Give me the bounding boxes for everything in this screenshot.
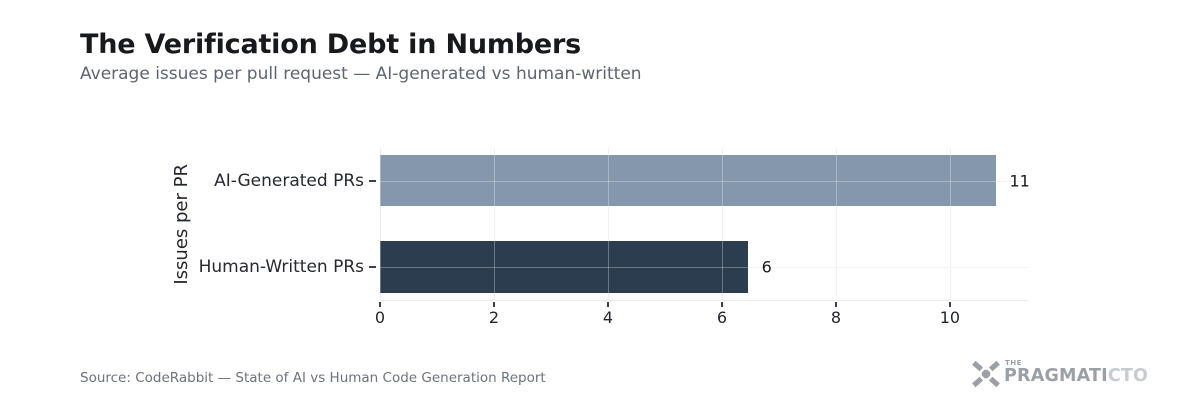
bar-ai-generated	[380, 155, 996, 206]
x-tick-label-10: 10	[939, 308, 961, 327]
chart-subtitle: Average issues per pull request — AI-gen…	[80, 64, 642, 84]
x-tick-mark-2	[492, 302, 495, 307]
value-label-1: 6	[761, 257, 772, 277]
bar-layer	[380, 148, 1028, 301]
chart-title: The Verification Debt in Numbers	[80, 29, 582, 60]
category-label-1: Human-Written PRs	[198, 257, 364, 277]
logo-the: THE	[1005, 359, 1022, 367]
x-tick-mark-8	[834, 302, 837, 307]
x-tick-label-2: 2	[488, 308, 500, 327]
x-axis-line	[380, 300, 1028, 301]
x-tick-mark-6	[720, 302, 723, 307]
gridline-x-ghost-2	[493, 148, 495, 301]
category-tick-mark-0	[369, 179, 376, 182]
logo-text: THE PRAGMATICTO	[1004, 358, 1148, 386]
x-tick-label-4: 4	[602, 308, 614, 327]
logo-part-pragmatic: PRAGMATI	[1004, 366, 1108, 386]
x-tick-label-6: 6	[716, 308, 728, 327]
x-tick-mark-0	[379, 302, 381, 307]
gridline-x-8	[835, 148, 837, 301]
gridline-x-6	[721, 148, 723, 301]
category-label-0: AI-Generated PRs	[214, 170, 364, 191]
x-tick-label-0: 0	[374, 308, 386, 327]
gridline-x-10	[949, 148, 951, 301]
logo-x-icon	[972, 360, 1000, 388]
gridline-x-2	[493, 148, 495, 301]
x-tick-label-8: 8	[830, 308, 842, 327]
gridline-x-ghost-4	[607, 148, 609, 301]
gridline-overlay-layer	[380, 148, 1028, 301]
gridline-x-ghost-0	[380, 148, 381, 301]
gridline-y-ghost-0	[380, 180, 1028, 182]
x-tick-mark-10	[948, 302, 951, 307]
gridline-x-ghost-10	[949, 148, 951, 301]
gridline-x-ghost-8	[835, 148, 837, 301]
y-axis-title: Issues per PR	[166, 148, 196, 301]
plot-area	[380, 148, 1028, 301]
value-label-0: 11	[1009, 171, 1030, 190]
gridline-x-ghost-6	[721, 148, 723, 301]
logo-wordmark: PRAGMATICTO	[1004, 366, 1149, 386]
bar-human-written	[380, 241, 748, 293]
logo-part-cto: CTO	[1107, 366, 1149, 386]
gridline-x-0	[380, 148, 381, 301]
category-tick-mark-1	[369, 266, 376, 268]
y-axis-title-text: Issues per PR	[170, 164, 192, 285]
source-note: Source: CodeRabbit — State of AI vs Huma…	[80, 370, 546, 386]
x-tick-mark-4	[606, 302, 609, 307]
gridline-y-ghost-1	[380, 267, 1028, 268]
gridline-x-4	[607, 148, 609, 301]
brand-logo: THE PRAGMATICTO	[971, 358, 1148, 392]
